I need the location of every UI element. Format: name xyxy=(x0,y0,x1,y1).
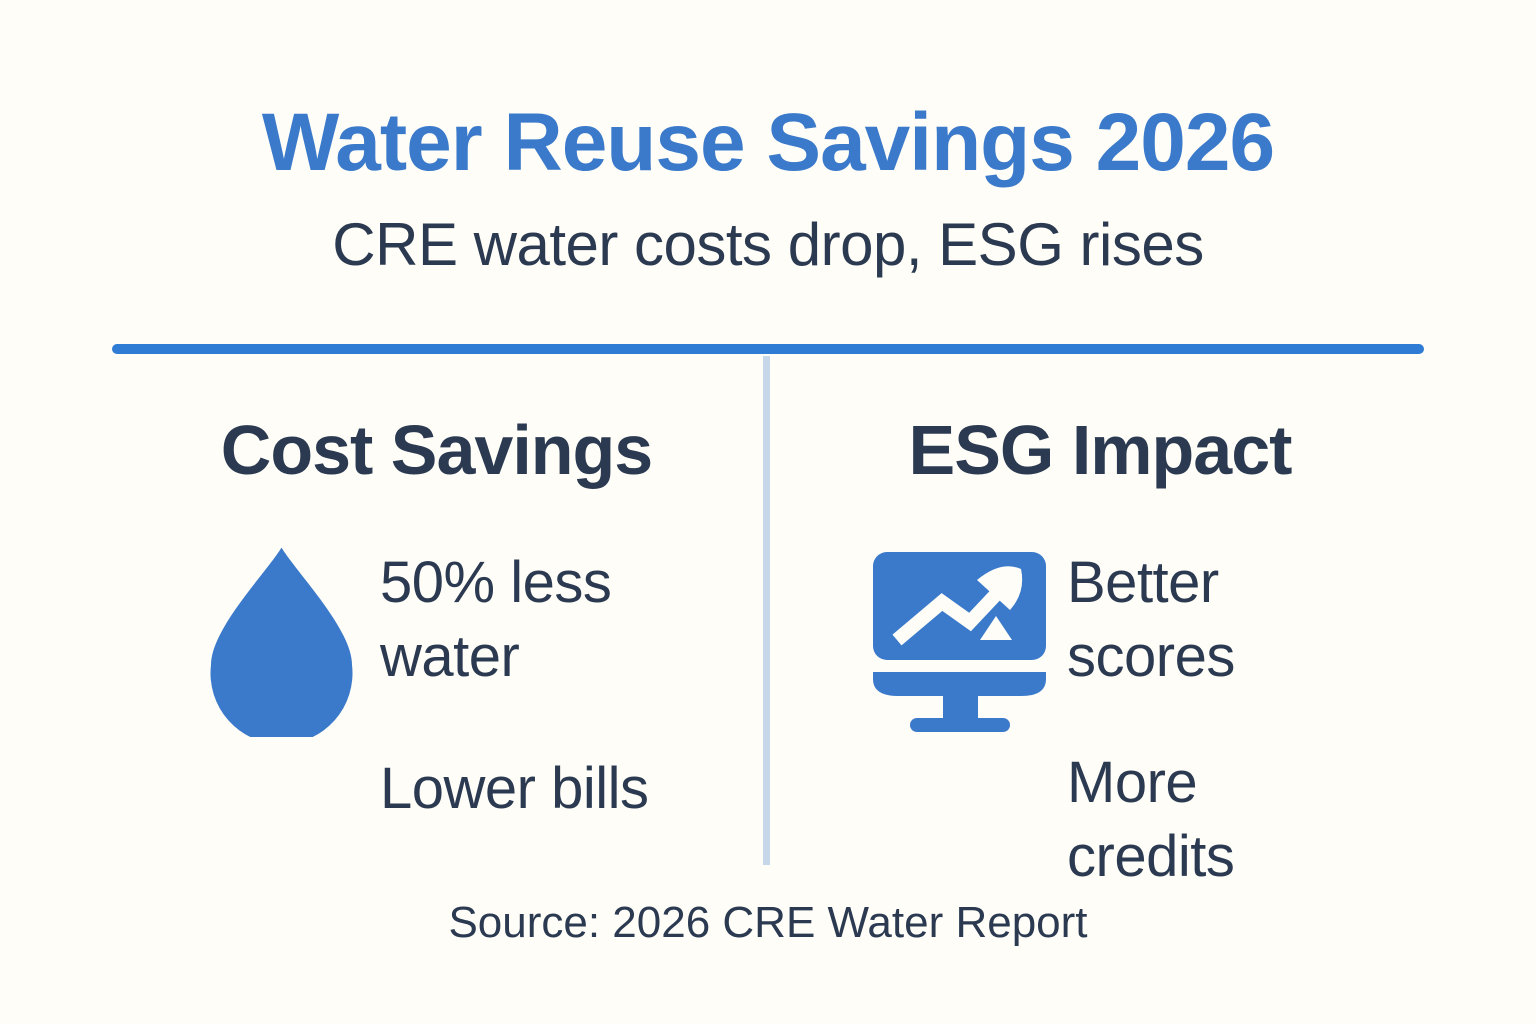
page-subtitle: CRE water costs drop, ESG rises xyxy=(332,211,1204,278)
right-point-2: More credits xyxy=(1067,750,1235,889)
source-citation: Source: 2026 CRE Water Report xyxy=(448,898,1088,947)
left-column-heading: Cost Savings xyxy=(220,411,653,489)
left-point-2: Lower bills xyxy=(380,756,649,821)
vertical-divider xyxy=(763,356,770,865)
right-column-heading: ESG Impact xyxy=(908,411,1293,489)
monitor-uptrend-icon xyxy=(873,552,1046,732)
water-drop-icon xyxy=(210,545,353,745)
left-point-1: 50% less water xyxy=(380,550,612,689)
right-point-1: Better scores xyxy=(1067,550,1235,689)
horizontal-divider xyxy=(112,344,1424,354)
page-title: Water Reuse Savings 2026 xyxy=(261,97,1275,188)
